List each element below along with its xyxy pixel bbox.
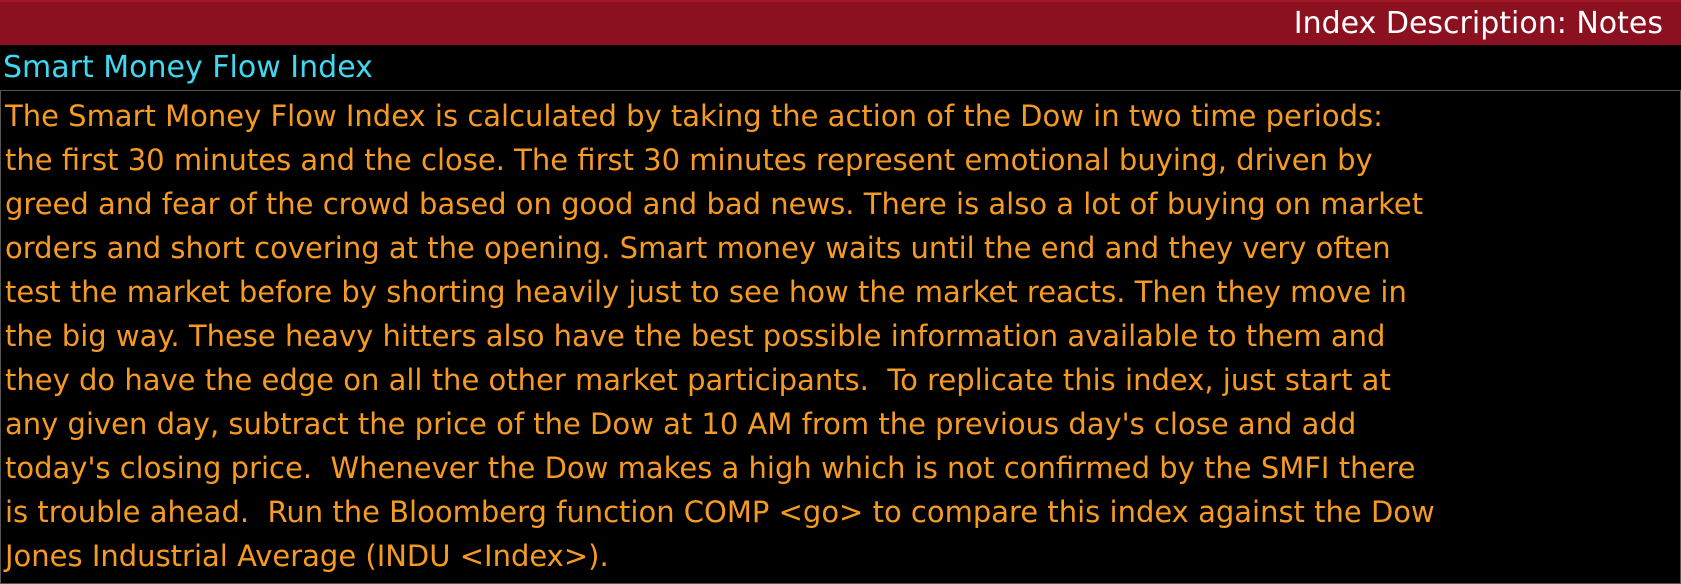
header-bar: Index Description: Notes (0, 0, 1681, 45)
text-line: The Smart Money Flow Index is calculated… (5, 99, 1383, 133)
text-line: Jones Industrial Average (INDU <Index>). (5, 539, 609, 573)
notes-box: The Smart Money Flow Index is calculated… (0, 90, 1681, 584)
text-line: today's closing price. Whenever the Dow … (5, 451, 1416, 485)
notes-text: The Smart Money Flow Index is calculated… (5, 94, 1435, 578)
text-line: orders and short covering at the opening… (5, 231, 1391, 265)
text-line: they do have the edge on all the other m… (5, 363, 1391, 397)
header-title: Index Description: Notes (1293, 6, 1663, 41)
section-title: Smart Money Flow Index (3, 50, 373, 85)
text-line: is trouble ahead. Run the Bloomberg func… (5, 495, 1435, 529)
text-line: the big way. These heavy hitters also ha… (5, 319, 1386, 353)
text-line: greed and fear of the crowd based on goo… (5, 187, 1424, 221)
text-line: test the market before by shorting heavi… (5, 275, 1407, 309)
text-line: any given day, subtract the price of the… (5, 407, 1357, 441)
text-line: the first 30 minutes and the close. The … (5, 143, 1373, 177)
